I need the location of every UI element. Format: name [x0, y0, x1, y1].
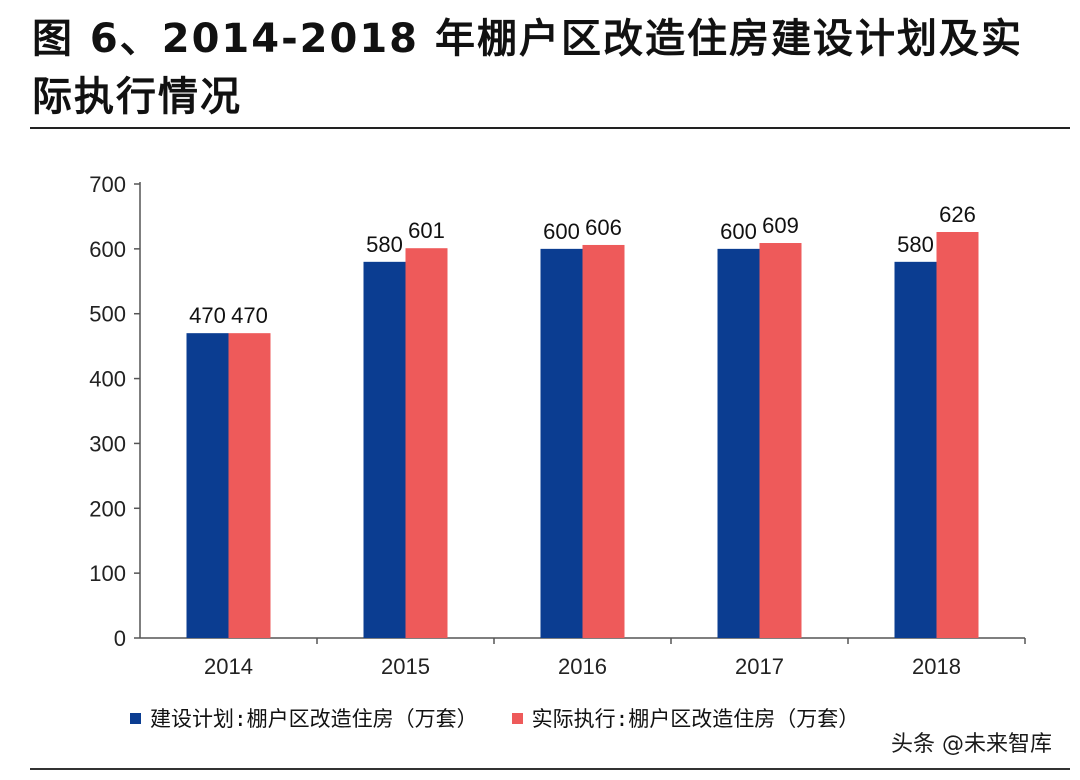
bar-plan: [186, 333, 229, 638]
data-label-plan: 600: [720, 219, 757, 244]
bar-plan: [894, 261, 937, 638]
x-tick-label: 2014: [204, 654, 253, 679]
y-tick-label: 700: [89, 172, 126, 197]
y-tick-label: 0: [114, 626, 126, 651]
data-label-plan: 600: [543, 219, 580, 244]
data-label-actual: 601: [408, 218, 445, 243]
legend-item-plan: 建设计划:棚户区改造住房（万套）: [130, 703, 478, 733]
y-tick-label: 200: [89, 496, 126, 521]
x-tick-label: 2015: [381, 654, 430, 679]
bar-plan: [717, 248, 760, 638]
data-label-actual: 470: [231, 303, 268, 328]
y-tick-label: 400: [89, 367, 126, 392]
legend-item-actual: 实际执行:棚户区改造住房（万套）: [511, 703, 860, 733]
legend-label-actual: 实际执行:棚户区改造住房（万套）: [531, 707, 860, 731]
data-label-plan: 470: [189, 303, 226, 328]
data-label-plan: 580: [366, 232, 403, 257]
bar-actual: [936, 231, 979, 638]
bar-actual: [228, 333, 271, 638]
chart-legend: 建设计划:棚户区改造住房（万套） 实际执行:棚户区改造住房（万套）: [130, 703, 893, 733]
bar-actual: [759, 243, 802, 638]
legend-swatch-plan: [130, 712, 141, 724]
chart-title: 图 6、2014-2018 年棚户区改造住房建设计划及实际执行情况: [32, 16, 1023, 120]
x-tick-label: 2018: [912, 654, 961, 679]
x-tick-label: 2016: [558, 654, 607, 679]
legend-label-plan: 建设计划:棚户区改造住房（万套）: [150, 707, 478, 731]
bottom-divider: [30, 768, 1070, 770]
data-label-actual: 626: [939, 202, 976, 227]
y-tick-label: 600: [89, 237, 126, 262]
data-label-actual: 606: [585, 215, 622, 240]
legend-swatch-actual: [511, 712, 523, 724]
bar-plan: [540, 248, 583, 638]
data-label-plan: 580: [897, 232, 934, 257]
bar-actual: [405, 248, 448, 639]
source-watermark: 头条 @未来智库: [887, 726, 1056, 758]
y-tick-label: 300: [89, 431, 126, 456]
title-divider: [30, 127, 1070, 129]
x-tick-label: 2017: [735, 654, 784, 679]
y-tick-label: 500: [89, 302, 126, 327]
y-tick-label: 100: [89, 561, 126, 586]
bar-actual: [582, 244, 625, 639]
bar-plan: [363, 261, 406, 638]
data-label-actual: 609: [762, 213, 799, 238]
